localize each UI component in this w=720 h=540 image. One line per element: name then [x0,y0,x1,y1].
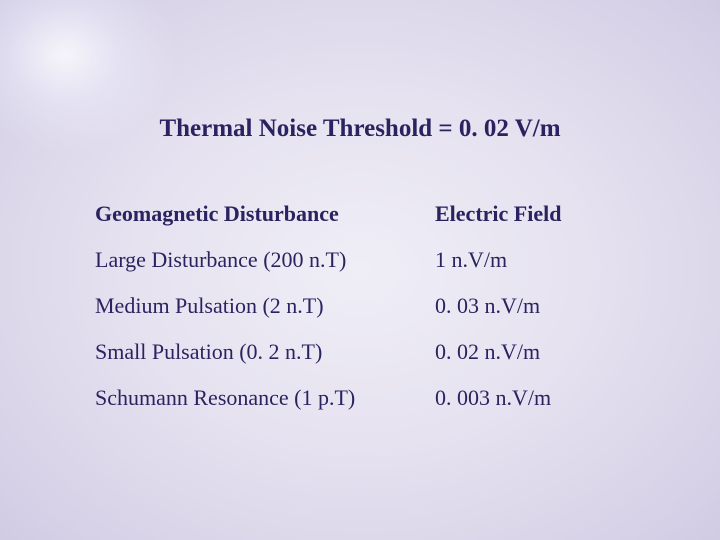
table-row: Medium Pulsation (2 n.T) 0. 03 n.V/m [95,283,625,329]
column-header-electric-field: Electric Field [435,191,625,237]
cell-field: 0. 003 n.V/m [435,375,625,421]
cell-field: 1 n.V/m [435,237,625,283]
table-header-row: Geomagnetic Disturbance Electric Field [95,191,625,237]
cell-disturbance: Medium Pulsation (2 n.T) [95,283,435,329]
table-row: Small Pulsation (0. 2 n.T) 0. 02 n.V/m [95,329,625,375]
table-row: Large Disturbance (200 n.T) 1 n.V/m [95,237,625,283]
cell-field: 0. 02 n.V/m [435,329,625,375]
slide-container: Thermal Noise Threshold = 0. 02 V/m Geom… [0,0,720,540]
cell-field: 0. 03 n.V/m [435,283,625,329]
cell-disturbance: Small Pulsation (0. 2 n.T) [95,329,435,375]
cell-disturbance: Large Disturbance (200 n.T) [95,237,435,283]
cell-disturbance: Schumann Resonance (1 p.T) [95,375,435,421]
slide-title: Thermal Noise Threshold = 0. 02 V/m [95,115,625,143]
disturbance-table: Geomagnetic Disturbance Electric Field L… [95,191,625,421]
table-row: Schumann Resonance (1 p.T) 0. 003 n.V/m [95,375,625,421]
column-header-geomagnetic: Geomagnetic Disturbance [95,191,435,237]
